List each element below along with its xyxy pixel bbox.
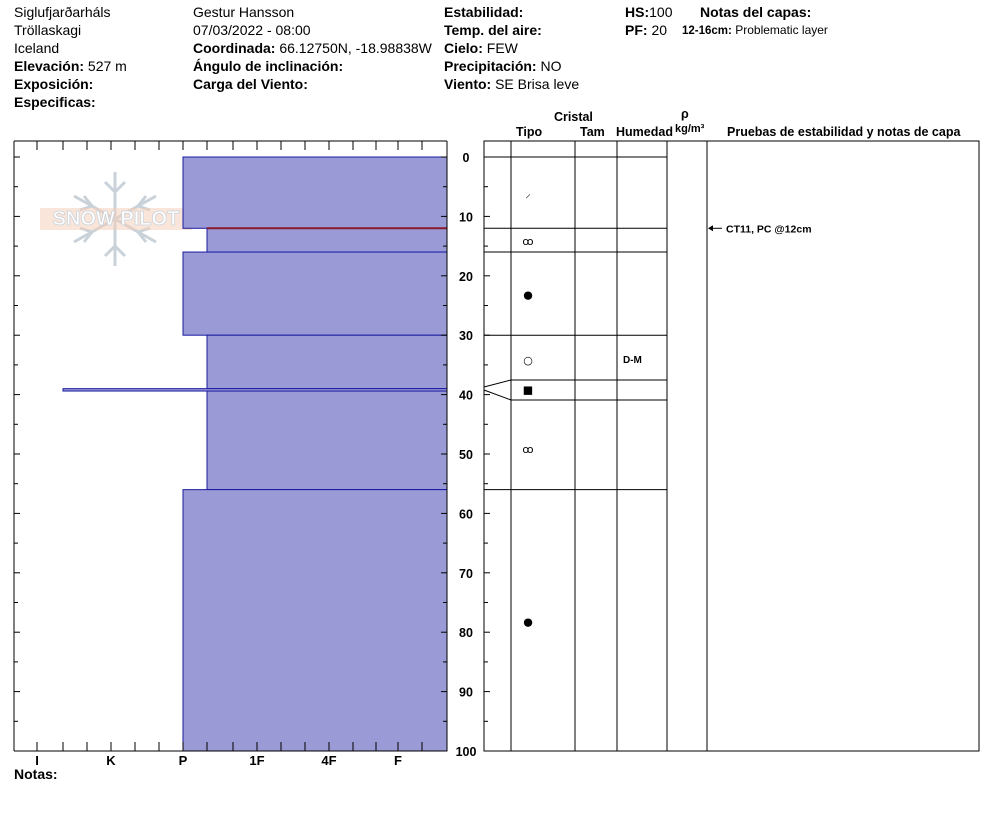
pf-value: 20: [651, 22, 668, 38]
humidity-header: Humedad: [616, 125, 673, 139]
hardness-label: I: [35, 753, 39, 768]
crystal-header: Cristal: [554, 110, 593, 124]
wind-load-label: Carga del Viento:: [193, 76, 308, 92]
table-frame: [483, 140, 980, 752]
layer-table: ⸝ ꝏ ● ○ ■ ꝏ ● D-M CT11, PC @12cm: [483, 140, 980, 752]
snowflake-icon: [73, 172, 157, 266]
depth-label: 50: [459, 448, 473, 462]
country: Iceland: [14, 40, 60, 56]
exposure-label: Exposición:: [14, 76, 94, 92]
depth-label: 10: [459, 210, 473, 224]
depth-label: 70: [459, 567, 473, 581]
region: Tröllaskagi: [14, 22, 82, 38]
depth-label: 0: [463, 151, 470, 165]
humidity-value: D-M: [623, 355, 642, 366]
tests-header: Pruebas de estabilidad y notas de capa: [727, 125, 961, 139]
grain-type-symbol: ○: [523, 354, 533, 367]
datetime: 07/03/2022 - 08:00: [193, 22, 311, 38]
hardness-label: P: [179, 753, 188, 768]
layer-bar: [206, 227, 448, 253]
wind-label: Viento:: [444, 76, 492, 92]
layer-bar: [182, 251, 448, 336]
depth-label: 80: [459, 626, 473, 640]
grain-type-symbol: ⸝: [525, 188, 531, 201]
hardness-label: 4F: [321, 753, 336, 768]
wind-value: SE Brisa leve: [495, 76, 580, 92]
depth-label: 20: [459, 270, 473, 284]
specifics-label: Especificas:: [14, 94, 96, 110]
hs-label: HS:: [625, 4, 650, 20]
density-unit-header: kg/m³: [675, 123, 705, 135]
depth-label: 30: [459, 329, 473, 343]
watermark-text: SNOW PILOT: [53, 208, 180, 230]
layer-bar: [206, 334, 448, 390]
location: Siglufjarðarháls: [14, 4, 111, 20]
layers: [62, 156, 448, 752]
wind-row: Viento: SE Brisa leve: [444, 76, 579, 93]
slope-label: Ángulo de inclinación:: [193, 58, 344, 74]
type-header: Tipo: [516, 125, 543, 139]
depth-label: 90: [459, 686, 473, 700]
axes: I K P 1F 4F F 0 10 20 30 40 50 60 70 80 90 100: [13, 140, 490, 768]
precip-value: NO: [540, 58, 562, 74]
table-connector: [483, 379, 512, 388]
grain-type-symbol: ●: [523, 289, 533, 302]
depth-label: 60: [459, 507, 473, 521]
layer-note-range: 12-16cm:: [682, 25, 732, 37]
layer-note-text: Problematic layer: [735, 23, 828, 37]
pf-label: PF:: [625, 22, 648, 38]
layer-bar: [206, 390, 448, 491]
hs-value: 100: [649, 4, 673, 20]
sky-row: Cielo: FEW: [444, 40, 518, 57]
size-header: Tam: [580, 125, 605, 139]
coordinate-label: Coordinada:: [193, 40, 276, 56]
stability-label: Estabilidad:: [444, 4, 524, 20]
elevation-value: 527 m: [87, 58, 127, 74]
hardness-label: K: [106, 753, 116, 768]
grain-type-symbol: ꝏ: [522, 443, 533, 456]
pf-row: PF: 20: [625, 22, 667, 39]
coordinate-row: Coordinada: 66.12750N, -18.98838W: [193, 40, 432, 57]
rho-header: ρ: [681, 107, 689, 121]
snowpilot-watermark: SNOW PILOT: [40, 172, 192, 266]
stability-test-note: CT11, PC @12cm: [726, 223, 812, 235]
grain-type-symbol: ■: [523, 384, 533, 397]
depth-label: 100: [456, 745, 477, 759]
coordinate-value: 66.12750N, -18.98838W: [279, 40, 432, 56]
annotation-arrow-icon: [708, 225, 713, 232]
layer-bar: [182, 156, 448, 229]
elevation-label: Elevación:: [14, 58, 85, 74]
watermark-band: [40, 208, 192, 230]
table-connector: [483, 389, 512, 401]
layer-bar: [182, 489, 448, 752]
elevation-row: Elevación: 527 m: [14, 58, 127, 75]
hardness-label: F: [394, 753, 402, 768]
precip-label: Precipitación:: [444, 58, 537, 74]
hs-row: HS:100: [625, 4, 672, 21]
layer-note: 12-16cm: Problematic layer: [682, 22, 828, 40]
layer-notes-label: Notas del capas:: [700, 4, 812, 20]
depth-label: 40: [459, 389, 473, 403]
grain-type-symbol: ●: [523, 615, 533, 628]
notes-label: Notas:: [14, 766, 58, 782]
air-temp-label: Temp. del aire:: [444, 22, 542, 38]
grain-type-symbol: ꝏ: [522, 235, 533, 248]
hardness-label: 1F: [249, 753, 264, 768]
sky-label: Cielo:: [444, 40, 483, 56]
precip-row: Precipitación: NO: [444, 58, 561, 75]
sky-value: FEW: [486, 40, 518, 56]
observer: Gestur Hansson: [193, 4, 295, 20]
